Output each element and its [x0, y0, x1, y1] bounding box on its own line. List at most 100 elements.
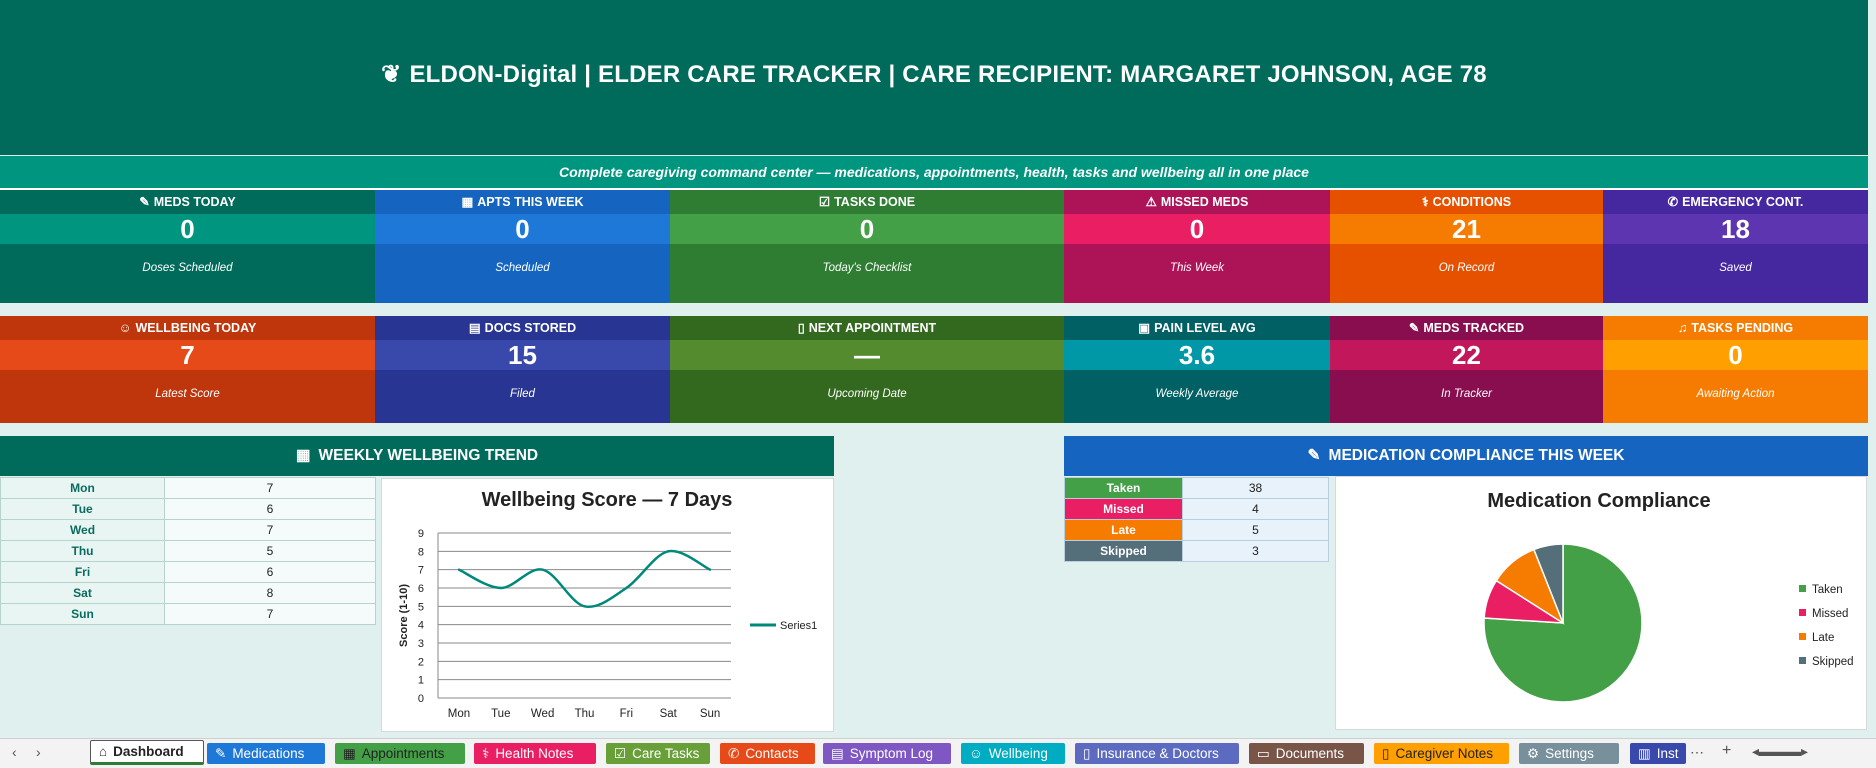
leaf-icon: ❦	[381, 61, 402, 88]
compliance-pie-chart[interactable]: Medication Compliance Taken Missed Late Skip…	[1335, 476, 1867, 730]
wellbeing-heading-text: WEEKLY WELLBEING TREND	[318, 447, 539, 464]
scroll-bar-icon[interactable]: ◂▬▬▬▸	[1752, 743, 1809, 759]
kpi-card: ♫ TASKS PENDING 0 Awaiting Action	[1603, 316, 1868, 423]
kpi-title: ✆ EMERGENCY CONT.	[1603, 190, 1868, 214]
clipboard-icon: ▤	[831, 746, 844, 761]
document-icon: ▯	[797, 321, 805, 335]
legend-label: Late	[1812, 632, 1834, 644]
kpi-subtitle: Scheduled	[495, 262, 550, 274]
y-tick-label: 8	[418, 546, 424, 558]
status-label-cell[interactable]: Taken	[1064, 477, 1183, 499]
y-axis-label: Score (1-10)	[398, 584, 410, 647]
prev-sheet-icon[interactable]: ‹	[12, 744, 17, 760]
kpi-value: 0	[0, 214, 375, 244]
chart-title: Wellbeing Score — 7 Days	[482, 489, 733, 511]
add-sheet-icon[interactable]: +	[1722, 742, 1732, 759]
kpi-value: 15	[375, 340, 670, 370]
score-cell[interactable]: 7	[164, 603, 376, 625]
kpi-value: 18	[1603, 214, 1868, 244]
tab-label: Insurance & Doctors	[1096, 746, 1219, 761]
sheet-tab-settings[interactable]: ⚙ Settings	[1519, 743, 1619, 764]
score-cell[interactable]: 8	[164, 582, 376, 604]
data-point[interactable]	[583, 605, 586, 608]
compliance-table: Taken 38 Missed 4 Late 5 Skipped 3	[1064, 477, 1329, 562]
book-icon: ▥	[1638, 746, 1651, 761]
pie-slice[interactable]	[1532, 543, 1564, 624]
sheet-tab-wellbeing[interactable]: ☺ Wellbeing	[961, 743, 1065, 764]
chart-icon: ▦	[295, 447, 311, 464]
series-line[interactable]	[458, 549, 711, 609]
kpi-title-text: APTS THIS WEEK	[477, 195, 584, 209]
tab-label: Medications	[232, 746, 305, 761]
day-cell[interactable]: Mon	[0, 477, 165, 499]
tab-label: Documents	[1275, 746, 1345, 761]
folder-icon: ▭	[1257, 746, 1270, 761]
sheet-tab-insurance-doctors[interactable]: ▯ Insurance & Doctors	[1075, 743, 1239, 764]
score-cell[interactable]: 7	[164, 519, 376, 541]
count-cell[interactable]: 3	[1182, 540, 1329, 562]
x-tick-label: Mon	[448, 708, 470, 720]
sheet-tab-documents[interactable]: ▭ Documents	[1249, 743, 1364, 764]
sheet-tab-caregiver-notes[interactable]: ▯ Caregiver Notes	[1374, 743, 1509, 764]
data-point[interactable]	[667, 550, 670, 553]
score-cell[interactable]: 7	[164, 477, 376, 499]
kpi-title-text: MISSED MEDS	[1160, 195, 1249, 209]
line-chart-svg: Wellbeing Score — 7 Days 0 1 2 3 4 5 6 7 8 9 Mon Tue…	[398, 489, 817, 720]
status-label-cell[interactable]: Skipped	[1064, 540, 1183, 562]
sheet-tab-symptom-log[interactable]: ▤ Symptom Log	[823, 743, 951, 764]
phone-icon: ✆	[728, 746, 740, 761]
kpi-card: ✎ MEDS TODAY 0 Doses Scheduled	[0, 190, 375, 303]
calendar-icon: ▦	[461, 195, 474, 209]
day-cell[interactable]: Wed	[0, 519, 165, 541]
score-cell[interactable]: 6	[164, 561, 376, 583]
data-point[interactable]	[499, 586, 502, 590]
kpi-subtitle: In Tracker	[1441, 388, 1492, 400]
sheet-tab-contacts[interactable]: ✆ Contacts	[720, 743, 815, 764]
count-cell[interactable]: 4	[1182, 498, 1329, 520]
day-cell[interactable]: Fri	[0, 561, 165, 583]
next-sheet-icon[interactable]: ›	[36, 744, 41, 760]
kpi-title: ▯ NEXT APPOINTMENT	[670, 316, 1064, 340]
sheet-tab-medications[interactable]: ✎ Medications	[207, 743, 325, 764]
kpi-value: 0	[1064, 214, 1330, 244]
table-row: Tue 6	[0, 498, 376, 520]
day-cell[interactable]: Sat	[0, 582, 165, 604]
wellbeing-line-chart[interactable]: Wellbeing Score — 7 Days 0 1 2 3 4 5 6 7 8 9 Mon Tue…	[381, 478, 834, 732]
stethoscope-icon: ⚕	[1421, 195, 1429, 209]
warning-icon: ⚠	[1145, 195, 1157, 209]
status-label-cell[interactable]: Late	[1064, 519, 1183, 541]
y-tick-label: 5	[418, 601, 424, 613]
tab-label: Care Tasks	[632, 746, 700, 761]
medkit-icon: ▣	[1138, 321, 1151, 335]
sheet-tab-inst[interactable]: ▥ Inst	[1630, 743, 1686, 764]
data-point[interactable]	[541, 568, 544, 571]
kpi-title-text: EMERGENCY CONT.	[1682, 195, 1804, 209]
count-cell[interactable]: 38	[1182, 477, 1329, 499]
pie-chart-svg: Medication Compliance Taken Missed Late Skip…	[1483, 490, 1854, 703]
kpi-card: ▦ APTS THIS WEEK 0 Scheduled	[375, 190, 670, 303]
day-cell[interactable]: Sun	[0, 603, 165, 625]
score-cell[interactable]: 5	[164, 540, 376, 562]
day-cell[interactable]: Tue	[0, 498, 165, 520]
y-tick-label: 6	[418, 583, 424, 595]
data-point[interactable]	[708, 568, 712, 571]
sheet-tab-appointments[interactable]: ▦ Appointments	[335, 743, 465, 764]
kpi-subtitle: Upcoming Date	[827, 388, 907, 400]
sheet-tab-health-notes[interactable]: ⚕ Health Notes	[474, 743, 596, 764]
kpi-subtitle: Weekly Average	[1155, 388, 1239, 400]
document-icon: ▯	[1083, 746, 1091, 761]
count-cell[interactable]: 5	[1182, 519, 1329, 541]
sheet-tab-care-tasks[interactable]: ☑ Care Tasks	[606, 743, 710, 764]
score-cell[interactable]: 6	[164, 498, 376, 520]
status-label-cell[interactable]: Missed	[1064, 498, 1183, 520]
legend-label: Skipped	[1812, 656, 1854, 668]
kpi-title-text: TASKS DONE	[834, 195, 916, 209]
day-cell[interactable]: Thu	[0, 540, 165, 562]
more-sheets-icon[interactable]: ⋯	[1690, 744, 1704, 760]
table-row: Skipped 3	[1064, 540, 1329, 562]
data-point[interactable]	[457, 568, 461, 571]
data-point[interactable]	[625, 586, 628, 590]
home-icon: ⌂	[99, 744, 108, 759]
kpi-value: 0	[1603, 340, 1868, 370]
sheet-tab-dashboard[interactable]: ⌂ Dashboard	[90, 740, 204, 765]
